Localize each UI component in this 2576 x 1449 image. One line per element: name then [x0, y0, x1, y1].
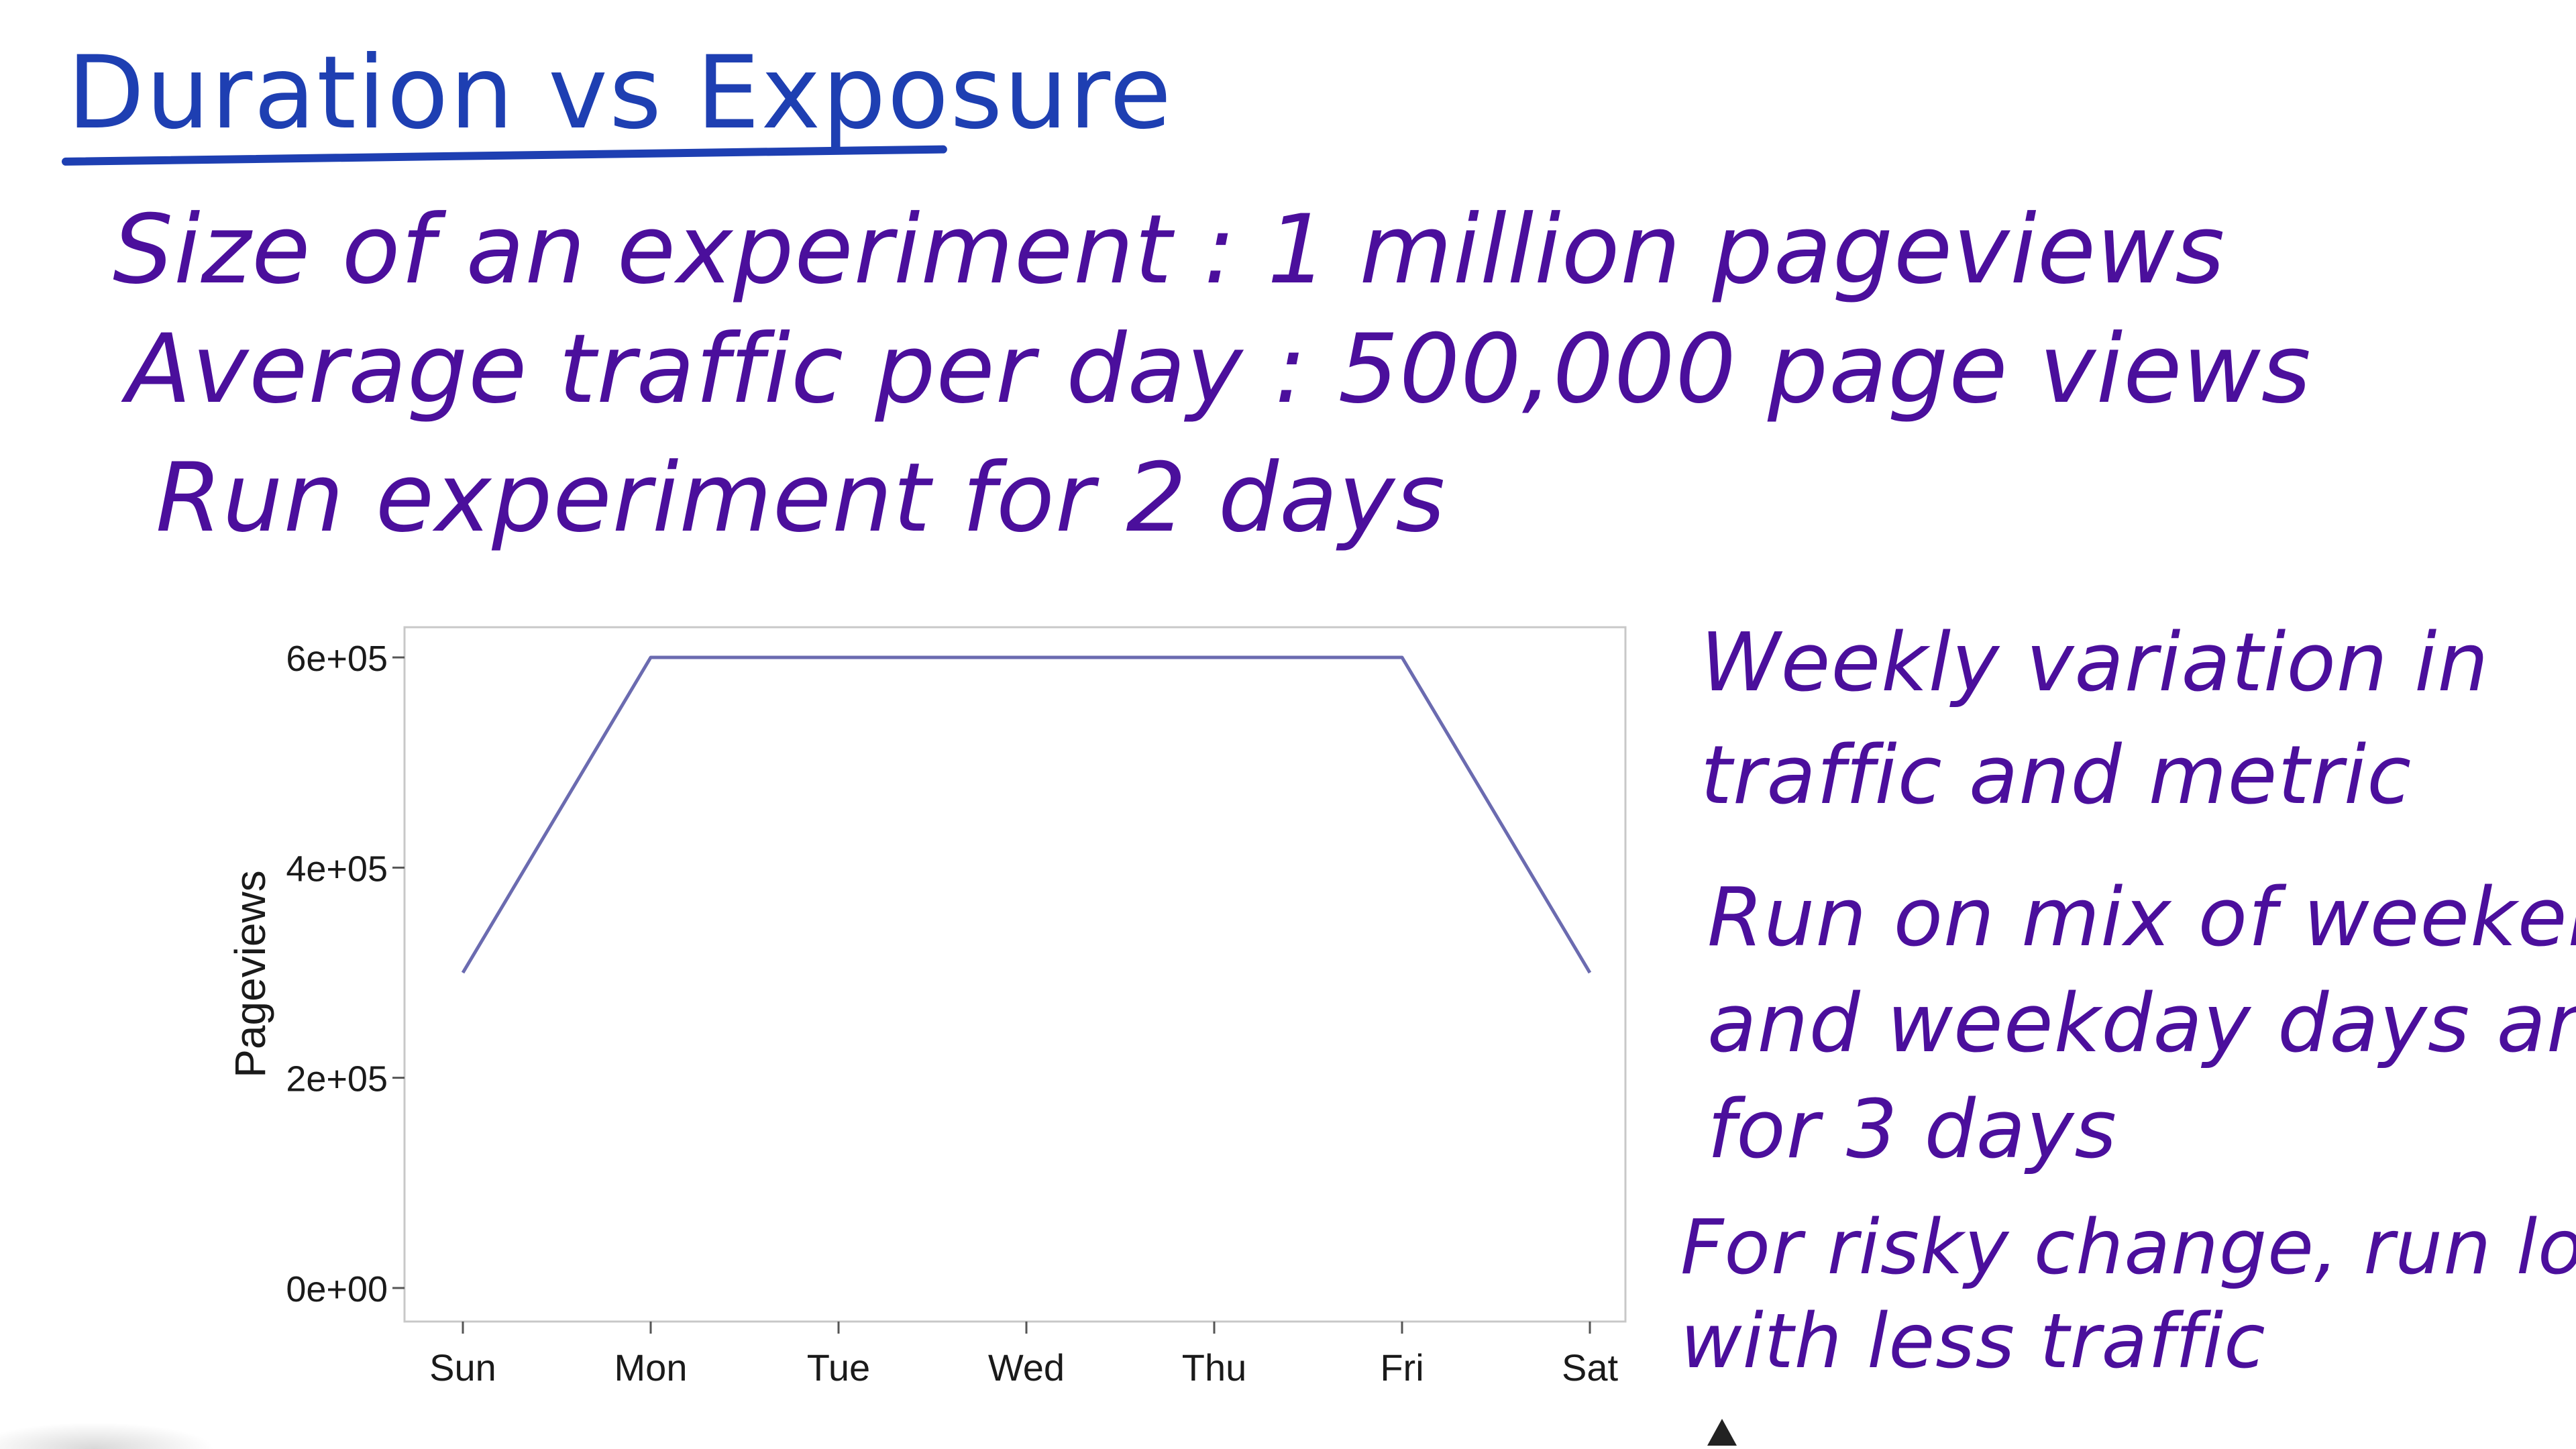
experiment-size-line: Size of an experiment : 1 million pagevi… [113, 195, 2226, 305]
x-tick-label: Mon [614, 1346, 688, 1389]
note-risky-line-2: with less traffic [1680, 1298, 2266, 1385]
y-axis-ticks: 0e+00 2e+05 4e+05 6e+05 [286, 639, 405, 1309]
average-traffic-line: Average traffic per day : 500,000 page v… [126, 314, 2312, 425]
x-axis-ticks: Sun Mon Tue Wed Thu Fri Sat [429, 1322, 1618, 1389]
note-mix-line-3: for 3 days [1707, 1083, 2117, 1177]
note-risky-change: For risky change, run longer with less t… [1680, 1201, 2576, 1389]
note-weekend-weekday-mix: Run on mix of weekend and weekday days a… [1707, 865, 2576, 1183]
x-tick-label: Sat [1562, 1346, 1618, 1389]
x-tick-label: Thu [1182, 1346, 1247, 1389]
x-tick-label: Fri [1380, 1346, 1424, 1389]
x-tick-label: Wed [988, 1346, 1065, 1389]
x-tick-label: Sun [429, 1346, 496, 1389]
pageviews-series-line [461, 655, 1592, 974]
run-duration-line: Run experiment for 2 days [156, 443, 1446, 553]
note-weekly-line-1: Weekly variation in [1701, 616, 2489, 710]
y-tick-label: 2e+05 [286, 1059, 388, 1099]
plot-panel [403, 626, 1627, 1323]
y-tick-label: 4e+05 [286, 849, 388, 889]
x-tick-label: Tue [807, 1346, 870, 1389]
series-layer [461, 655, 1592, 974]
note-mix-line-2: and weekday days and [1707, 977, 2576, 1071]
y-axis-label: Pageviews [226, 870, 274, 1078]
note-weekly-variation: Weekly variation in traffic and metric [1701, 607, 2489, 833]
note-risky-line-1: For risky change, run longer [1680, 1204, 2576, 1291]
note-mix-line-1: Run on mix of weekend [1707, 871, 2576, 965]
y-tick-label: 0e+00 [286, 1269, 388, 1309]
page-title: Duration vs Exposure [67, 35, 1173, 152]
y-tick-label: 6e+05 [286, 639, 388, 679]
note-weekly-line-2: traffic and metric [1701, 729, 2412, 822]
pen-cursor-icon [1707, 1419, 1737, 1446]
